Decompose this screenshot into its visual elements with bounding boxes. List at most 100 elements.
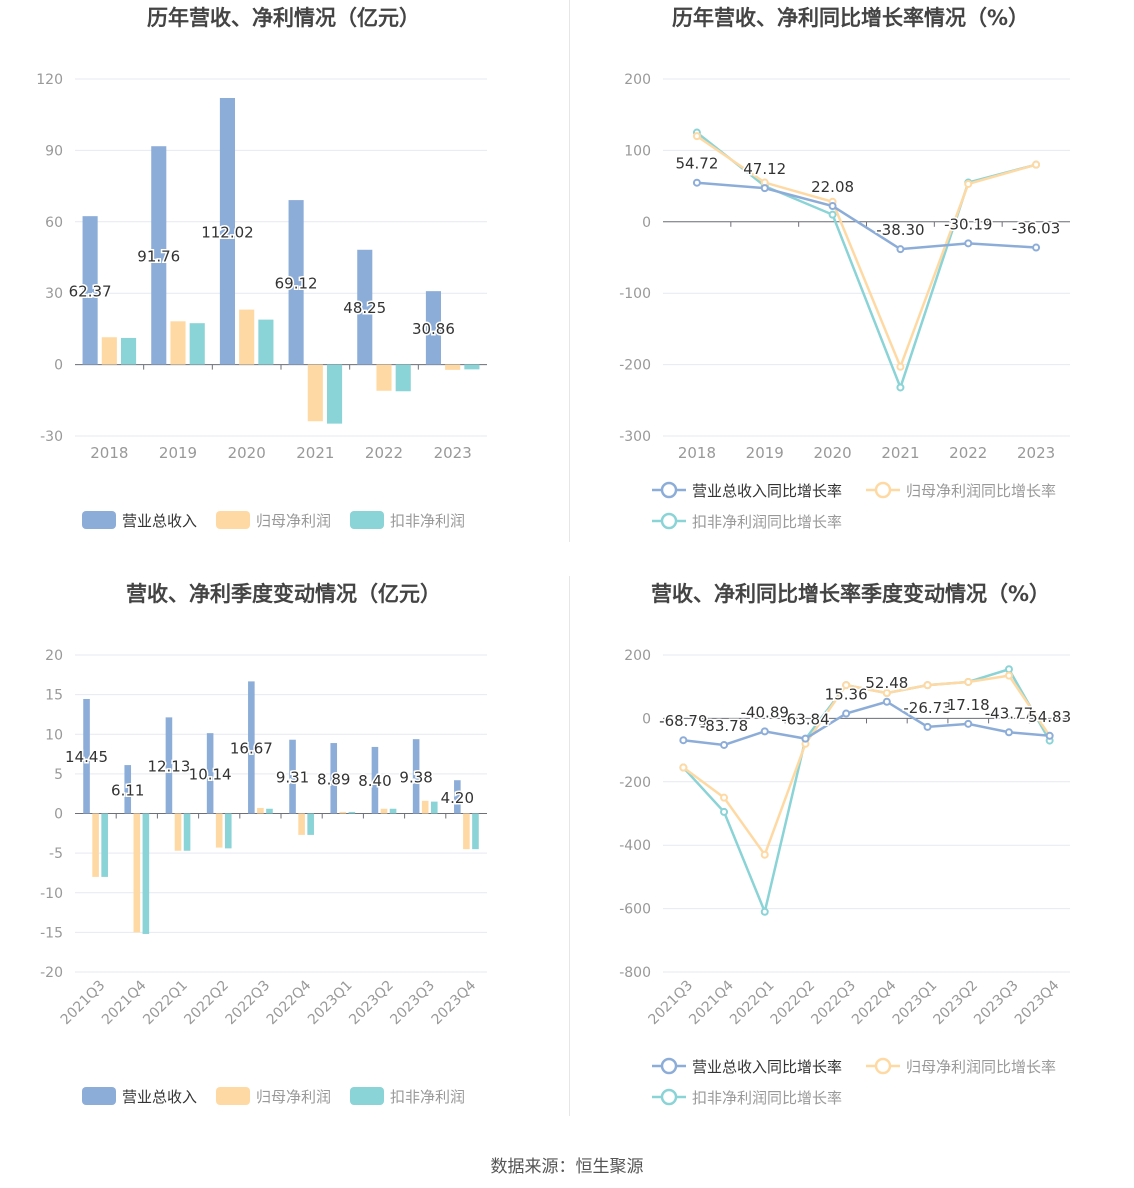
bar-netprofit (339, 811, 347, 814)
y-tick-label: 0 (642, 215, 651, 231)
data-label: 69.12 (275, 274, 318, 292)
x-tick-label: 2020 (228, 444, 266, 462)
data-label: -63.84 (781, 711, 829, 729)
bar-netprofit (239, 309, 255, 365)
point-netprofit (882, 689, 891, 698)
bar-deducted (348, 811, 356, 814)
data-label: 91.76 (137, 247, 180, 265)
y-tick-label: 0 (54, 358, 63, 374)
bar-revenue (330, 743, 338, 814)
bar-netprofit (421, 800, 429, 814)
bar-deducted (101, 813, 108, 877)
legend-marker-deducted (660, 1088, 678, 1106)
data-label: 15.36 (825, 686, 868, 704)
bar-revenue (124, 765, 132, 814)
bar-netprofit (445, 364, 461, 370)
bar-netprofit (307, 364, 323, 422)
x-tick-label: 2023Q3 (971, 978, 1022, 1029)
point-revenue (896, 245, 905, 254)
point-revenue (692, 178, 701, 187)
data-label: -38.30 (876, 221, 924, 239)
legend-marker-revenue (660, 1057, 678, 1075)
data-label: 47.12 (743, 160, 786, 178)
x-tick-label: 2021Q4 (99, 977, 150, 1028)
point-netprofit (679, 763, 688, 772)
data-label: -83.78 (700, 717, 748, 735)
chart-title: 营收、净利季度变动情况（亿元） (126, 582, 441, 606)
legend-label: 归母净利润 (256, 512, 331, 530)
point-netprofit (760, 850, 769, 859)
y-tick-label: -400 (619, 838, 651, 854)
y-tick-label: -300 (619, 429, 651, 445)
point-revenue (1032, 243, 1041, 252)
legend-marker-revenue (660, 481, 678, 499)
x-tick-label: 2019 (746, 444, 784, 462)
bar-deducted (189, 323, 205, 365)
y-tick-label: -800 (619, 965, 651, 981)
y-tick-label: -20 (40, 965, 63, 981)
legend-swatch-netprofit (216, 1087, 250, 1105)
y-tick-label: 60 (45, 215, 63, 231)
data-label: 30.86 (412, 320, 455, 338)
data-label: 8.89 (317, 770, 350, 788)
bar-revenue (82, 216, 98, 365)
point-netprofit (896, 362, 905, 371)
bar-deducted (395, 364, 411, 392)
point-revenue (964, 239, 973, 248)
legend-label: 扣非净利润 (390, 512, 465, 530)
legend-label: 扣非净利润同比增长率 (692, 513, 842, 531)
x-tick-label: 2023Q1 (890, 978, 941, 1029)
bar-revenue (288, 200, 304, 365)
bar-netprofit (133, 813, 141, 933)
line-revenue (696, 181, 1037, 251)
data-label: -68.79 (659, 712, 707, 730)
legend-label: 营业总收入同比增长率 (692, 1058, 842, 1076)
bar-netprofit (463, 813, 470, 850)
y-tick-label: 0 (642, 711, 651, 727)
y-tick-label: 200 (624, 648, 651, 664)
bar-netprofit (101, 337, 117, 365)
data-label: -36.03 (1012, 220, 1060, 238)
y-tick-label: 100 (624, 143, 651, 159)
data-source: 数据来源：恒生聚源 (490, 1157, 644, 1177)
chart-title: 营收、净利同比增长率季度变动情况（%） (650, 582, 1051, 606)
x-tick-label: 2022Q2 (768, 978, 819, 1029)
y-tick-label: 15 (45, 688, 63, 704)
x-tick-label: 2021 (296, 444, 334, 462)
data-label: 112.02 (201, 223, 254, 241)
point-revenue (760, 184, 769, 193)
data-label: 48.25 (343, 299, 386, 317)
bar-netprofit (257, 807, 264, 814)
point-revenue (964, 719, 973, 728)
data-label: 62.37 (69, 282, 112, 300)
legend-marker-deducted (660, 512, 678, 530)
quarter-growth-chart: 营收、净利同比增长率季度变动情况（%） -800 -600 -400 -200 0 200… (567, 576, 1134, 1152)
x-tick-label: 2018 (678, 444, 716, 462)
data-label: 54.72 (675, 155, 718, 173)
point-revenue (923, 722, 932, 731)
point-netprofit (1032, 160, 1041, 169)
point-netprofit (923, 681, 932, 690)
x-tick-label: 2023Q2 (930, 978, 981, 1029)
chart-title: 历年营收、净利同比增长率情况（%） (671, 6, 1030, 30)
point-netprofit (692, 132, 701, 141)
bar-netprofit (298, 813, 305, 835)
data-label: -40.89 (741, 703, 789, 721)
x-tick-label: 2019 (159, 444, 197, 462)
bar-revenue (248, 681, 255, 814)
point-revenue (1045, 731, 1054, 740)
bar-netprofit (215, 813, 223, 848)
legend-label: 营业总收入 (122, 1088, 197, 1106)
data-label: 9.38 (399, 768, 432, 786)
x-tick-label: 2021Q3 (646, 978, 697, 1029)
point-revenue (801, 734, 810, 743)
divider-top (569, 0, 570, 542)
bar-revenue (289, 739, 296, 814)
bar-deducted (464, 364, 480, 370)
annual-bar-chart: 历年营收、净利情况（亿元） -30 0 30 60 90 120 2018 2019 2020 2… (0, 0, 567, 576)
bar-netprofit (376, 364, 392, 391)
y-tick-label: -15 (40, 925, 63, 941)
point-deducted (896, 383, 905, 392)
bar-revenue (165, 717, 173, 814)
data-label: 10.14 (189, 765, 232, 783)
